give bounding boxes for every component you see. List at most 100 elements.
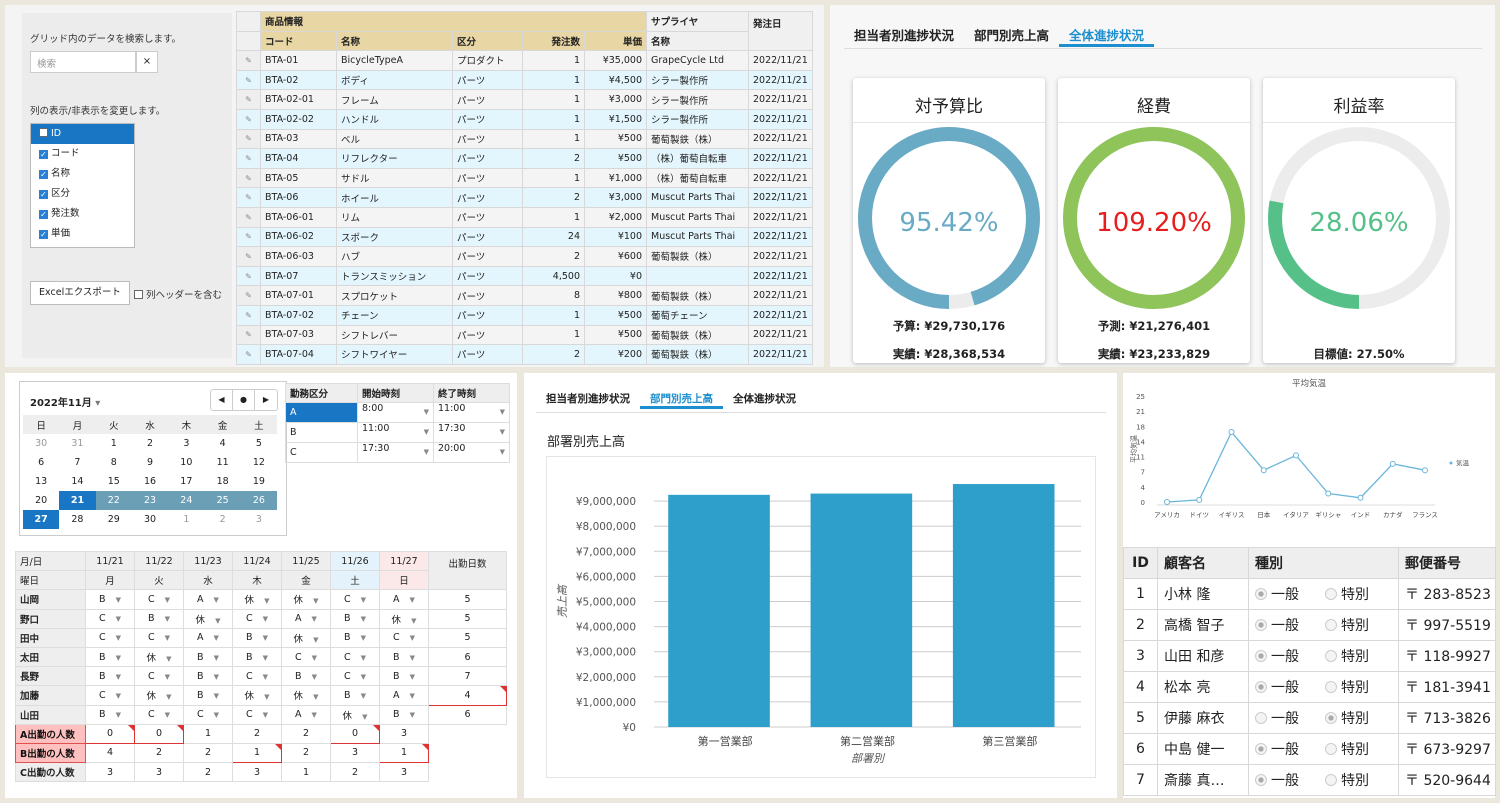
table-row[interactable]: 田中 C ▼ C ▼ A ▼ B ▼ 休 ▼ B ▼ C ▼ 5 — [15, 627, 507, 648]
column-header[interactable]: 発注数 — [522, 30, 585, 52]
row-edit-icon[interactable]: ✎ — [236, 50, 261, 71]
table-cell[interactable]: ¥1,500 — [584, 108, 647, 130]
shift-select[interactable]: A ▼ — [281, 704, 331, 725]
calendar-day[interactable]: 9 — [147, 457, 154, 468]
shift-select[interactable]: A ▼ — [281, 608, 331, 629]
table-row[interactable]: ✎ BTA-07-03 シフトレバー パーツ 1 ¥500 葡萄製鉄（株） 2022/11/2… — [236, 324, 813, 346]
table-cell[interactable]: 24 — [522, 226, 585, 248]
table-cell[interactable]: チェーン — [336, 304, 453, 326]
calendar-day[interactable]: 30 — [35, 438, 48, 449]
calendar-day[interactable]: 24 — [168, 491, 205, 510]
table-row[interactable]: 野口 C ▼ B ▼ 休 ▼ C ▼ A ▼ B ▼ 休 ▼ 5 — [15, 608, 507, 629]
customer-name[interactable]: 山田 和彦 — [1157, 640, 1249, 672]
table-cell[interactable]: パーツ — [452, 206, 523, 228]
shift-code[interactable]: A — [285, 402, 358, 423]
table-cell[interactable]: 2022/11/21 — [748, 206, 813, 228]
radio-general[interactable]: 一般 — [1255, 773, 1299, 789]
shift-select[interactable]: 休 ▼ — [232, 589, 282, 610]
time-select[interactable]: 20:00 ▼ — [433, 442, 510, 463]
table-cell[interactable]: ¥500 — [584, 324, 647, 346]
calendar-day[interactable]: 8 — [110, 457, 117, 468]
table-cell[interactable]: ¥3,000 — [584, 187, 647, 208]
bar[interactable] — [668, 494, 770, 727]
table-cell[interactable]: 1 — [522, 304, 585, 326]
shift-select[interactable]: 休 ▼ — [379, 608, 429, 629]
shift-select[interactable]: C ▼ — [232, 608, 282, 629]
table-cell[interactable]: BTA-04 — [260, 148, 337, 169]
table-cell[interactable]: シラー製作所 — [646, 108, 749, 130]
radio-general[interactable]: 一般 — [1255, 618, 1299, 634]
table-cell[interactable]: Muscut Parts Thai — [646, 206, 749, 228]
table-cell[interactable]: ¥600 — [584, 246, 647, 267]
shift-select[interactable]: 休 ▼ — [134, 685, 184, 706]
radio-button[interactable] — [1325, 619, 1337, 631]
radio-general[interactable]: 一般 — [1255, 587, 1299, 603]
radio-special[interactable]: 特別 — [1325, 711, 1369, 727]
tab[interactable]: 部門別売上高 — [974, 28, 1050, 43]
shift-select[interactable]: C ▼ — [85, 685, 135, 706]
column-option[interactable]: ID — [31, 124, 134, 144]
shift-select[interactable]: 休 ▼ — [330, 704, 380, 725]
data-point[interactable] — [1164, 499, 1170, 505]
radio-general[interactable]: 一般 — [1255, 742, 1299, 758]
row-edit-icon[interactable]: ✎ — [236, 285, 261, 306]
radio-general[interactable]: 一般 — [1255, 711, 1299, 727]
table-cell[interactable]: 2022/11/21 — [748, 285, 813, 306]
radio-special[interactable]: 特別 — [1325, 587, 1369, 603]
radio-button[interactable] — [1255, 619, 1267, 631]
shift-select[interactable]: A ▼ — [183, 627, 233, 648]
shift-code[interactable]: B — [285, 422, 358, 443]
calendar-day[interactable]: 16 — [143, 476, 157, 487]
table-cell[interactable]: ¥200 — [584, 344, 647, 365]
table-cell[interactable]: 2 — [522, 148, 585, 169]
radio-button[interactable] — [1255, 743, 1267, 755]
customer-type[interactable]: 一般 特別 — [1248, 671, 1399, 703]
calendar-day[interactable]: 3 — [255, 514, 262, 525]
shift-select[interactable]: C ▼ — [232, 704, 282, 725]
row-edit-icon[interactable]: ✎ — [236, 128, 261, 150]
time-select[interactable]: 11:00 ▼ — [433, 402, 510, 423]
time-select[interactable]: 17:30 ▼ — [433, 422, 510, 443]
table-cell[interactable]: シラー製作所 — [646, 69, 749, 91]
search-input[interactable]: 検索 — [30, 51, 136, 73]
column-header[interactable]: ID — [1123, 547, 1158, 579]
column-header[interactable]: コード — [260, 30, 337, 52]
time-select[interactable]: 8:00 ▼ — [357, 402, 434, 423]
postal-code[interactable]: 〒 520-9644 — [1398, 764, 1496, 796]
calendar-day[interactable]: 5 — [255, 438, 262, 449]
clear-search-button[interactable]: × — [136, 51, 158, 73]
time-select[interactable]: 11:00 ▼ — [357, 422, 434, 443]
table-cell[interactable]: フレーム — [336, 89, 453, 110]
table-cell[interactable]: シフトレバー — [336, 324, 453, 346]
table-row[interactable]: ✎ BTA-02-01 フレーム パーツ 1 ¥3,000 シラー製作所 2022/11/21 — [236, 89, 813, 110]
table-cell[interactable]: （株）葡萄自転車 — [646, 148, 749, 169]
customer-name[interactable]: 小林 隆 — [1157, 578, 1249, 610]
table-cell[interactable]: 2022/11/21 — [748, 246, 813, 267]
row-edit-icon[interactable]: ✎ — [236, 265, 261, 287]
table-cell[interactable]: パーツ — [452, 324, 523, 346]
table-cell[interactable]: 2022/11/21 — [748, 304, 813, 326]
calendar-day[interactable]: 4 — [219, 438, 226, 449]
calendar-day[interactable]: 1 — [110, 438, 117, 449]
table-cell[interactable]: BTA-06-01 — [260, 206, 337, 228]
column-header[interactable]: 名称 — [336, 30, 453, 52]
calendar-day[interactable]: 2 — [147, 438, 154, 449]
table-cell[interactable]: パーツ — [452, 285, 523, 306]
calendar-day[interactable]: 22 — [95, 491, 132, 510]
time-select[interactable]: 17:30 ▼ — [357, 442, 434, 463]
shift-select[interactable]: B ▼ — [232, 627, 282, 648]
table-cell[interactable]: BicycleTypeA — [336, 50, 453, 71]
table-cell[interactable]: パーツ — [452, 148, 523, 169]
table-cell[interactable]: ¥800 — [584, 285, 647, 306]
table-cell[interactable]: パーツ — [452, 246, 523, 267]
customer-name[interactable]: 松本 亮 — [1157, 671, 1249, 703]
table-cell[interactable]: 2022/11/21 — [748, 344, 813, 365]
checkbox[interactable]: ✓ — [39, 230, 48, 239]
calendar-day[interactable]: 28 — [71, 514, 84, 525]
radio-special[interactable]: 特別 — [1325, 649, 1369, 665]
column-header[interactable]: 顧客名 — [1157, 547, 1249, 579]
table-cell[interactable]: ¥500 — [584, 304, 647, 326]
table-row[interactable]: 6 中島 健一 一般 特別 〒 673-9297 — [1123, 733, 1496, 765]
column-header[interactable]: 開始時刻 — [357, 383, 434, 403]
shift-select[interactable]: 休 ▼ — [281, 685, 331, 706]
